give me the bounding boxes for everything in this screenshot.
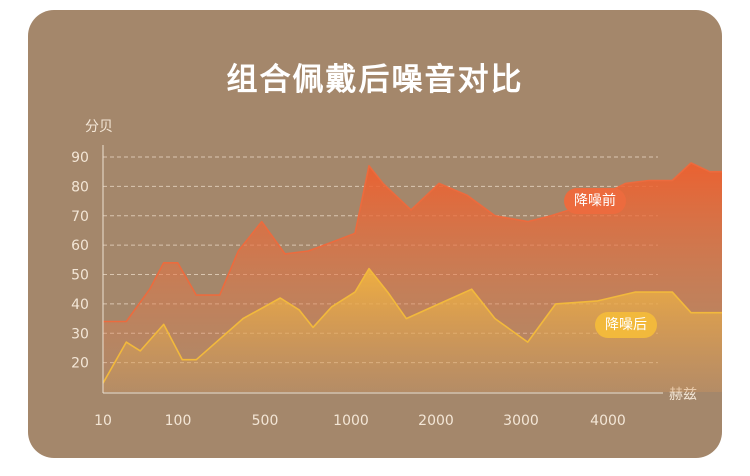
chart-title: 组合佩戴后噪音对比 [226, 62, 524, 98]
y-tick-label-90: 90 [71, 150, 89, 166]
y-tick-label-60: 60 [71, 238, 89, 254]
y-axis-label: 分贝 [85, 119, 113, 135]
legend-before: 降噪前 [564, 188, 626, 214]
chart-plot: 20 30 40 50 60 70 80 90 10 100 500 1000 2000 3000 400… [71, 145, 722, 429]
y-tick-label-40: 40 [71, 297, 89, 313]
x-tick-label-10: 10 [94, 413, 112, 429]
area-series-1 [103, 268, 722, 392]
legend-after: 降噪后 [595, 312, 657, 338]
x-tick-label-1000: 1000 [333, 413, 369, 429]
chart-card: 组合佩戴后噪音对比 分贝 赫兹 20 30 40 50 60 70 80 90 10 100 50… [28, 10, 722, 458]
x-tick-label-2000: 2000 [418, 413, 454, 429]
x-tick-label-4000: 4000 [590, 413, 626, 429]
y-tick-label-50: 50 [71, 268, 89, 284]
x-tick-label-500: 500 [252, 413, 279, 429]
y-tick-label-30: 30 [71, 326, 89, 342]
x-tick-label-100: 100 [165, 413, 192, 429]
y-tick-label-80: 80 [71, 179, 89, 195]
x-tick-label-3000: 3000 [503, 413, 539, 429]
line-series-1 [102, 267, 722, 384]
line-series-0 [103, 162, 722, 323]
y-tick-label-20: 20 [71, 356, 89, 372]
y-tick-label-70: 70 [71, 209, 89, 225]
